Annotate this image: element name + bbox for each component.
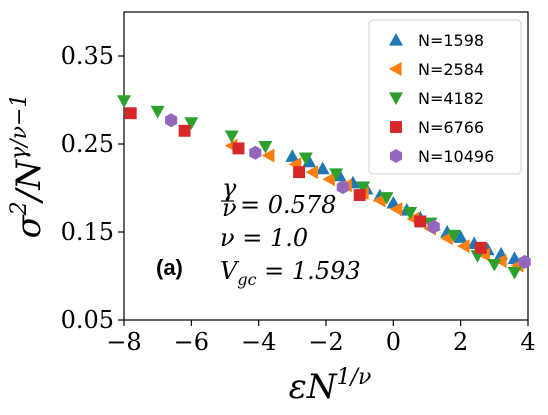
x-tick-label: 2 <box>453 328 468 356</box>
legend-label: N=6766 <box>418 118 484 137</box>
svg-text:ν: ν <box>222 194 237 222</box>
data-point <box>305 165 319 180</box>
data-point <box>403 207 418 220</box>
data-point <box>285 149 300 162</box>
legend-marker <box>389 62 402 76</box>
x-tick-label: −6 <box>174 328 209 356</box>
y-tick-label: 0.05 <box>61 306 114 334</box>
legend-marker <box>390 121 402 133</box>
svg-text:σ2/Nγ/ν−1: σ2/Nγ/ν−1 <box>7 94 49 239</box>
data-point <box>336 180 349 195</box>
data-point <box>224 130 239 144</box>
annotation-nu: ν = 1.0 <box>220 224 308 252</box>
y-axis-label: σ2/Nγ/ν−1 <box>7 94 49 239</box>
data-point <box>261 148 275 163</box>
data-point <box>232 142 245 155</box>
x-tick-label: −8 <box>106 328 141 356</box>
data-point <box>389 202 403 217</box>
data-point <box>298 152 313 166</box>
svg-text:γ: γ <box>222 174 237 202</box>
y-tick-label: 0.35 <box>61 42 114 70</box>
data-point <box>184 117 199 130</box>
data-point <box>117 95 131 108</box>
data-point <box>518 254 531 269</box>
legend-box <box>368 19 522 175</box>
legend-label: N=10496 <box>418 147 494 166</box>
data-point <box>322 172 335 187</box>
data-point <box>446 229 461 243</box>
data-point <box>315 161 330 175</box>
x-tick-label: −2 <box>308 328 343 356</box>
svg-text:= 0.578: = 0.578 <box>240 191 336 219</box>
legend-label: N=1598 <box>418 31 484 50</box>
svg-text:Vgc = 1.593: Vgc = 1.593 <box>220 257 361 289</box>
data-point <box>124 107 137 120</box>
panel-label: (a) <box>156 255 183 280</box>
x-tick-label: −4 <box>241 328 276 356</box>
data-point <box>249 145 262 160</box>
data-point <box>414 215 427 228</box>
x-tick-label: 0 <box>386 328 401 356</box>
data-point <box>150 105 165 119</box>
axis-ticks: −8 −6 −4 −2 0 2 4 0.05 0.15 0.25 0.35 <box>61 42 536 356</box>
legend-label: N=2584 <box>418 60 484 79</box>
legend-items: N=1598 N=2584 N=4182 N=6766 N=10496 <box>389 31 494 166</box>
data-point <box>457 239 470 254</box>
data-point <box>507 266 522 280</box>
data-point <box>329 168 344 181</box>
x-axis-label: εN1/ν <box>289 365 372 407</box>
data-point <box>258 141 273 154</box>
data-point <box>507 251 522 264</box>
data-point <box>427 219 440 234</box>
data-point <box>165 113 178 128</box>
y-tick-label: 0.25 <box>61 130 114 158</box>
legend: N=1598 N=2584 N=4182 N=6766 N=10496 <box>368 19 522 175</box>
svg-text:εN1/ν: εN1/ν <box>289 365 372 407</box>
data-point <box>178 124 191 137</box>
data-point <box>487 258 502 272</box>
annotation-gamma-nu: γ ν = 0.578 <box>221 174 336 222</box>
annotation-vgc: Vgc = 1.593 <box>220 257 361 289</box>
data-point <box>356 181 371 195</box>
data-point <box>474 241 487 254</box>
data-point <box>379 192 394 205</box>
data-point <box>293 166 306 179</box>
legend-marker <box>389 92 403 105</box>
y-tick-label: 0.15 <box>61 218 114 246</box>
data-points <box>117 95 531 280</box>
legend-marker <box>389 33 403 46</box>
x-tick-label: 4 <box>520 328 535 356</box>
legend-label: N=4182 <box>418 89 484 108</box>
data-point <box>453 230 468 243</box>
data-point <box>353 189 366 201</box>
legend-marker <box>389 149 403 163</box>
data-point <box>494 254 507 269</box>
